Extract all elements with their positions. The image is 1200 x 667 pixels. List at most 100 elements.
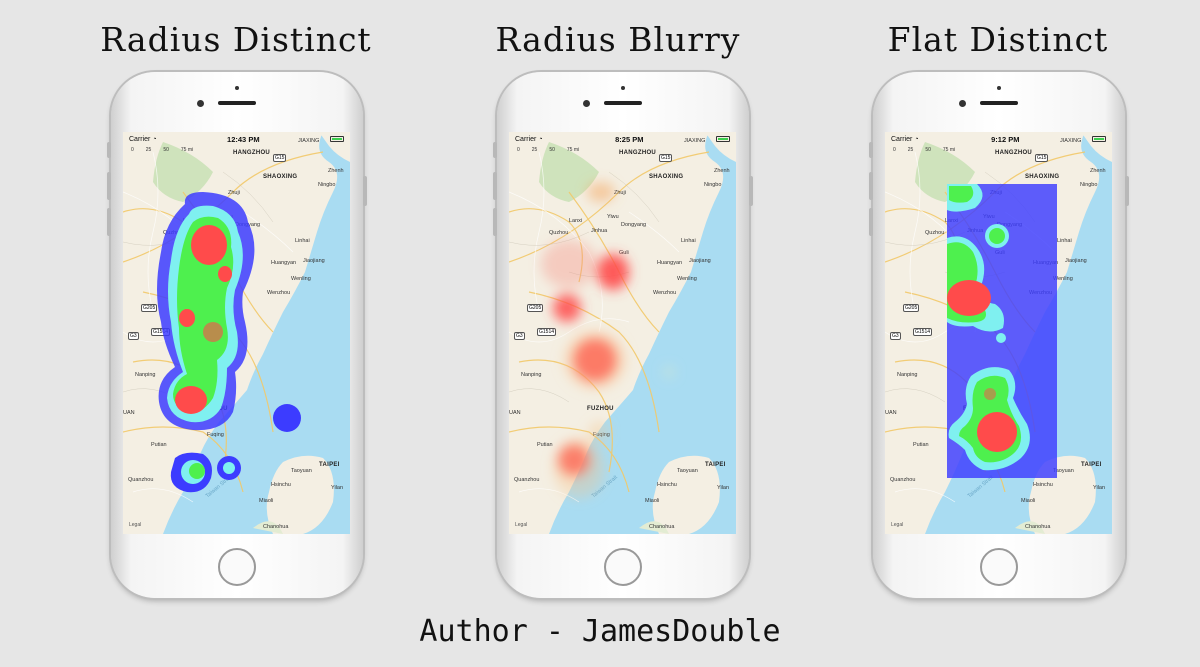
map-label-taoyuan: Taoyuan [1053,468,1074,474]
map-label-zhenhai: Zhenh [1090,168,1106,174]
volume-down-button [107,208,111,236]
map-label-ningbo: Ningbo [318,182,336,188]
map-label-huangyan: Huangyan [657,260,683,266]
map-label-jiaxing: JIAXING [684,138,706,144]
iphone-flat-distinct: Carrier ◔ 9:12 PM 0 25 50 75 mi [869,72,1129,598]
scale-tick: 25 [145,147,152,153]
map-label-jiaxing: JIAXING [1060,138,1082,144]
scale-tick: 50 [925,147,931,153]
map-legal-link[interactable]: Legal [129,522,142,528]
map-label-jiaojiang: Jiaojiang [303,258,325,264]
map-label-putian: Putian [151,442,167,448]
map-label-taipei: TAIPEI [705,462,726,468]
power-button [363,176,367,206]
road-shield-g205: G205 [903,304,920,312]
road-shield-g205: G205 [141,304,158,312]
map-label-miaoli: Miaoli [645,498,660,504]
scale-tick: 75 mi [180,147,194,153]
power-button [749,176,753,206]
map-label-shaoxing: SHAOXING [263,174,298,180]
map-label-fuzhou: FUZHOU [587,406,614,412]
map-label-hangzhou: HANGZHOU [619,150,657,156]
heatmap-overlay-radius-distinct [157,192,301,493]
map-screen-radius-blurry[interactable]: Carrier ◔ 8:25 PM 0 25 50 75 mi [509,132,736,534]
map-label-dongyang: Dongyang [621,222,647,228]
map-label-changhua: Chanohua [1025,524,1051,530]
scale-tick: 75 mi [566,147,580,153]
panel-title-radius-distinct: Radius Distinct [100,20,372,59]
carrier-indicator: Carrier ◔ [129,136,157,143]
map-label-wenling: Wenling [291,276,311,282]
map-label-fuqing: Fuqing [207,432,224,438]
map-label-wenling: Wenling [1053,276,1073,282]
volume-up-button [107,172,111,200]
map-label-taipei: TAIPEI [319,462,340,468]
panel-title-radius-blurry: Radius Blurry [495,20,741,59]
map-scale-bar: 0 25 50 75 mi [131,147,193,153]
map-label-wenling: Wenling [677,276,697,282]
volume-down-button [869,208,873,236]
map-label-quzhou: Quzhou [925,230,945,236]
map-label-lanxi: Lanxi [569,218,583,224]
wifi-icon: ◔ [538,135,543,143]
status-time: 8:25 PM [615,134,644,144]
map-label-jinhua: Jinhua [591,228,608,234]
battery-icon [1091,136,1106,142]
mute-switch [869,142,873,158]
map-label-miaoli: Miaoli [1021,498,1036,504]
volume-down-button [493,208,497,236]
map-label-jiaojiang: Jiaojiang [1065,258,1087,264]
map-legal-link[interactable]: Legal [515,522,528,528]
author-credit: Author - JamesDouble [419,614,781,649]
road-shield-g205: G205 [527,304,544,312]
mute-switch [107,142,111,158]
map-label-linhai: Linhai [681,238,696,244]
map-screen-radius-distinct[interactable]: Carrier ◔ 12:43 PM 0 25 50 75 mi [123,132,350,534]
scale-tick: 50 [549,147,555,153]
map-label-hangzhou: HANGZHOU [233,150,271,156]
scale-tick: 25 [531,147,538,153]
map-label-hsinchu: Hsinchu [1033,482,1053,488]
iphone-radius-distinct: Carrier ◔ 12:43 PM 0 25 50 75 mi [107,72,367,598]
map-label-miaoli: Miaoli [259,498,274,504]
battery-icon [330,136,344,142]
road-shield-g3: G3 [128,332,139,340]
map-legal-link[interactable]: Legal [891,522,904,528]
status-bar: Carrier ◔ 9:12 PM [885,132,1112,146]
map-label-zhuji: Zhuji [228,190,240,196]
map-screen-flat-distinct[interactable]: Carrier ◔ 9:12 PM 0 25 50 75 mi [885,132,1112,534]
home-button[interactable] [218,548,256,586]
map-label-lishui: Guli [619,250,629,256]
map-label-ningbo: Ningbo [704,182,722,188]
earpiece-speaker [980,101,1018,105]
carrier-label: Carrier [129,135,151,143]
map-label-yiwu: Yiwu [607,214,619,220]
proximity-sensor [997,86,1001,90]
home-button[interactable] [604,548,642,586]
front-camera-icon [583,100,590,107]
map-scale-bar: 0 25 50 75 mi [893,147,955,153]
map-label-hsinchu: Hsinchu [657,482,677,488]
scale-tick: 50 [163,147,169,153]
map-label-putian: Putian [913,442,929,448]
map-label-huan: UAN [509,410,521,416]
heatmap-overlay-flat-distinct [947,184,1057,478]
map-label-huan: UAN [885,410,897,416]
road-shield-g3: G3 [890,332,901,340]
proximity-sensor [621,86,625,90]
carrier-indicator: Carrier ◔ [891,136,919,143]
road-shield-g3: G3 [514,332,525,340]
front-camera-icon [197,100,204,107]
map-label-putian: Putian [537,442,553,448]
home-button[interactable] [980,548,1018,586]
scale-tick: 0 [131,147,134,153]
status-bar: Carrier ◔ 12:43 PM [123,132,350,146]
map-label-quanzhou: Quanzhou [890,477,916,483]
map-label-nanping: Nanping [521,372,542,378]
volume-up-button [493,172,497,200]
map-label-shaoxing: SHAOXING [1025,174,1060,180]
map-scale-bar: 0 25 50 75 mi [517,147,579,153]
map-label-wenzhou: Wenzhou [267,290,291,296]
map-label-yilan: Yilan [331,485,344,491]
carrier-label: Carrier [891,135,913,143]
